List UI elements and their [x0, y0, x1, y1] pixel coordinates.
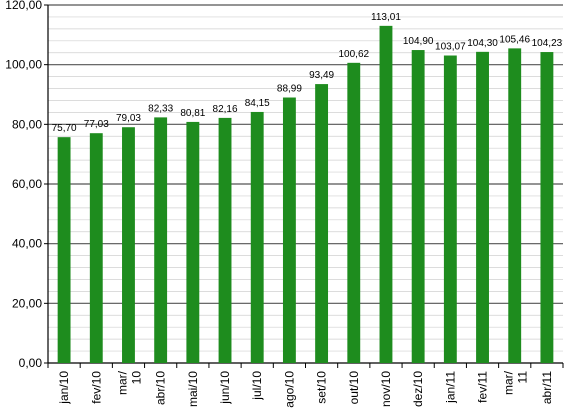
x-category-labels: jan/10 fev/10 mar/10 abr/10 mai/10 jun/10 jul/…: [57, 370, 554, 407]
y-tick-labels: 0,00 20,00 40,00 60,00 80,00 100,00 120,00: [5, 0, 42, 370]
bar: [347, 62, 361, 363]
bar: [250, 111, 264, 363]
x-category-label-line: 10: [129, 371, 143, 385]
y-tick-label: 120,00: [5, 0, 42, 12]
bar: [186, 121, 200, 363]
bar-value-label: 113,01: [371, 12, 401, 23]
bar: [379, 25, 393, 363]
x-category-label-line: mar/: [502, 370, 516, 395]
x-category-label: nov/10: [379, 371, 393, 407]
x-category-label: out/10: [347, 371, 361, 405]
x-category-label-line: mar/: [115, 370, 129, 395]
y-tick-label: 100,00: [5, 58, 42, 72]
bar-value-label: 104,30: [467, 38, 498, 49]
bar: [282, 97, 296, 363]
x-category-label-line: 11: [516, 371, 530, 384]
bar-value-label: 104,90: [403, 36, 434, 47]
bar: [508, 48, 522, 364]
bar-value-label: 75,70: [52, 123, 77, 134]
x-category-label: mar/10: [115, 370, 143, 395]
x-category-label: set/10: [315, 371, 329, 404]
bar: [411, 50, 425, 363]
bar: [218, 117, 232, 363]
x-category-label: fev/11: [476, 371, 490, 403]
y-tick-label: 20,00: [12, 296, 42, 310]
bar: [89, 133, 103, 363]
bar-value-label: 77,03: [84, 119, 109, 130]
bar-value-label: 103,07: [435, 42, 466, 53]
bar-value-label: 82,33: [148, 103, 173, 114]
x-category-label: abr/11: [540, 371, 554, 404]
bar: [154, 117, 168, 363]
y-tick-label: 40,00: [12, 237, 42, 251]
x-category-label: jan/11: [443, 371, 457, 404]
x-category-label: fev/10: [89, 371, 103, 404]
x-category-label: mar/11: [502, 370, 530, 395]
bar: [443, 55, 457, 363]
bar: [540, 52, 554, 363]
bar-value-label: 84,15: [245, 98, 270, 109]
bars: [57, 25, 554, 364]
bar-value-label: 93,49: [309, 70, 334, 81]
bar-value-label: 100,62: [338, 49, 369, 60]
x-category-label: jul/10: [250, 371, 264, 401]
x-category-label: abr/10: [154, 371, 168, 405]
bar: [122, 127, 135, 363]
bar-value-label: 105,46: [499, 34, 530, 45]
data-labels: 75,70 77,03 79,03 82,33 80,81 82,16 84,15 88,99…: [52, 12, 563, 134]
y-tick-label: 80,00: [12, 117, 42, 131]
bar-value-label: 80,81: [180, 108, 205, 119]
y-tick-label: 0,00: [19, 356, 43, 370]
x-category-label: jan/10: [57, 371, 71, 405]
x-category-label: dez/10: [411, 371, 425, 407]
y-tick-label: 60,00: [12, 177, 42, 191]
x-category-label: jun/10: [218, 371, 232, 405]
bar-value-label: 104,23: [532, 38, 563, 49]
bar: [476, 51, 489, 364]
bar: [315, 84, 329, 363]
x-category-label: ago/10: [282, 371, 296, 408]
bar-value-label: 88,99: [277, 84, 302, 95]
x-category-label: mai/10: [186, 371, 200, 407]
bar-value-label: 82,16: [213, 104, 238, 115]
bar: [57, 137, 71, 363]
bar-value-label: 79,03: [116, 113, 141, 124]
